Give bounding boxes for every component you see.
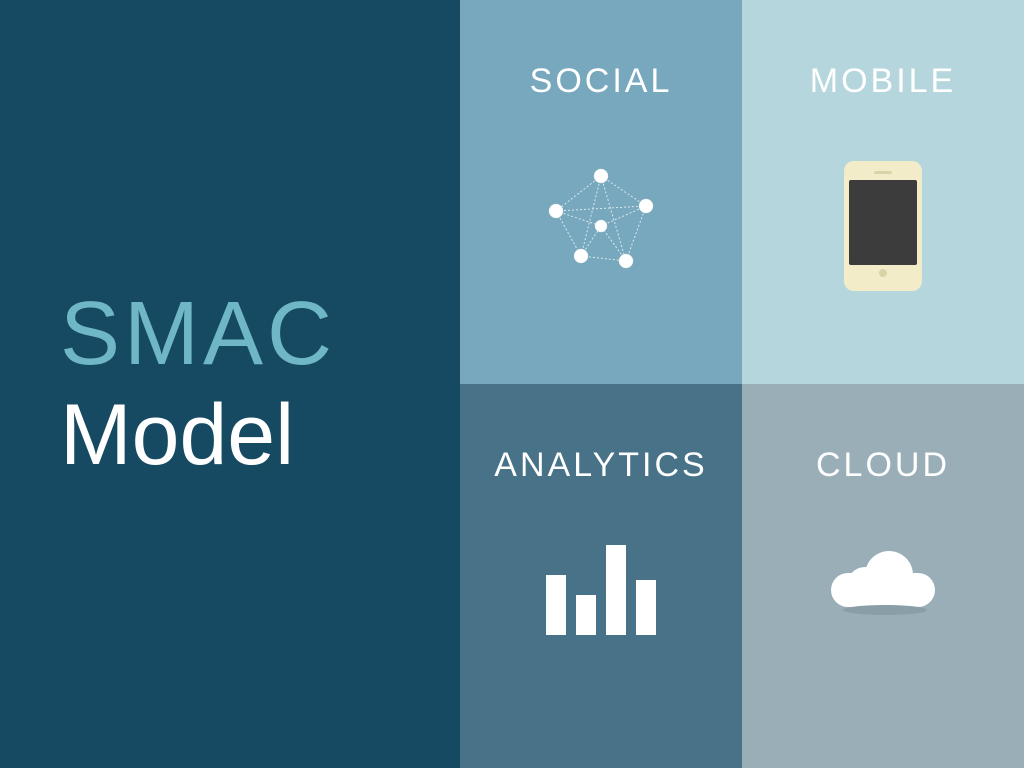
label-analytics: ANALYTICS xyxy=(494,446,707,485)
quadrant-grid: SOCIAL xyxy=(460,0,1024,768)
quadrant-social: SOCIAL xyxy=(460,0,742,384)
analytics-bar xyxy=(606,545,626,635)
label-mobile: MOBILE xyxy=(810,62,956,101)
analytics-bar xyxy=(636,580,656,635)
cloud-icon xyxy=(823,535,943,768)
smac-infographic: SMAC Model SOCIAL xyxy=(0,0,1024,768)
title-subtitle: Model xyxy=(60,386,460,485)
title-acronym: SMAC xyxy=(60,283,460,386)
quadrant-analytics: ANALYTICS xyxy=(460,384,742,768)
label-social: SOCIAL xyxy=(530,62,673,101)
bars-icon xyxy=(546,535,656,768)
label-cloud: CLOUD xyxy=(816,446,950,485)
title-panel: SMAC Model xyxy=(0,0,460,768)
network-icon xyxy=(536,151,666,384)
phone-icon xyxy=(844,151,922,384)
quadrant-cloud: CLOUD xyxy=(742,384,1024,768)
analytics-bar xyxy=(576,595,596,635)
quadrant-mobile: MOBILE xyxy=(742,0,1024,384)
analytics-bar xyxy=(546,575,566,635)
